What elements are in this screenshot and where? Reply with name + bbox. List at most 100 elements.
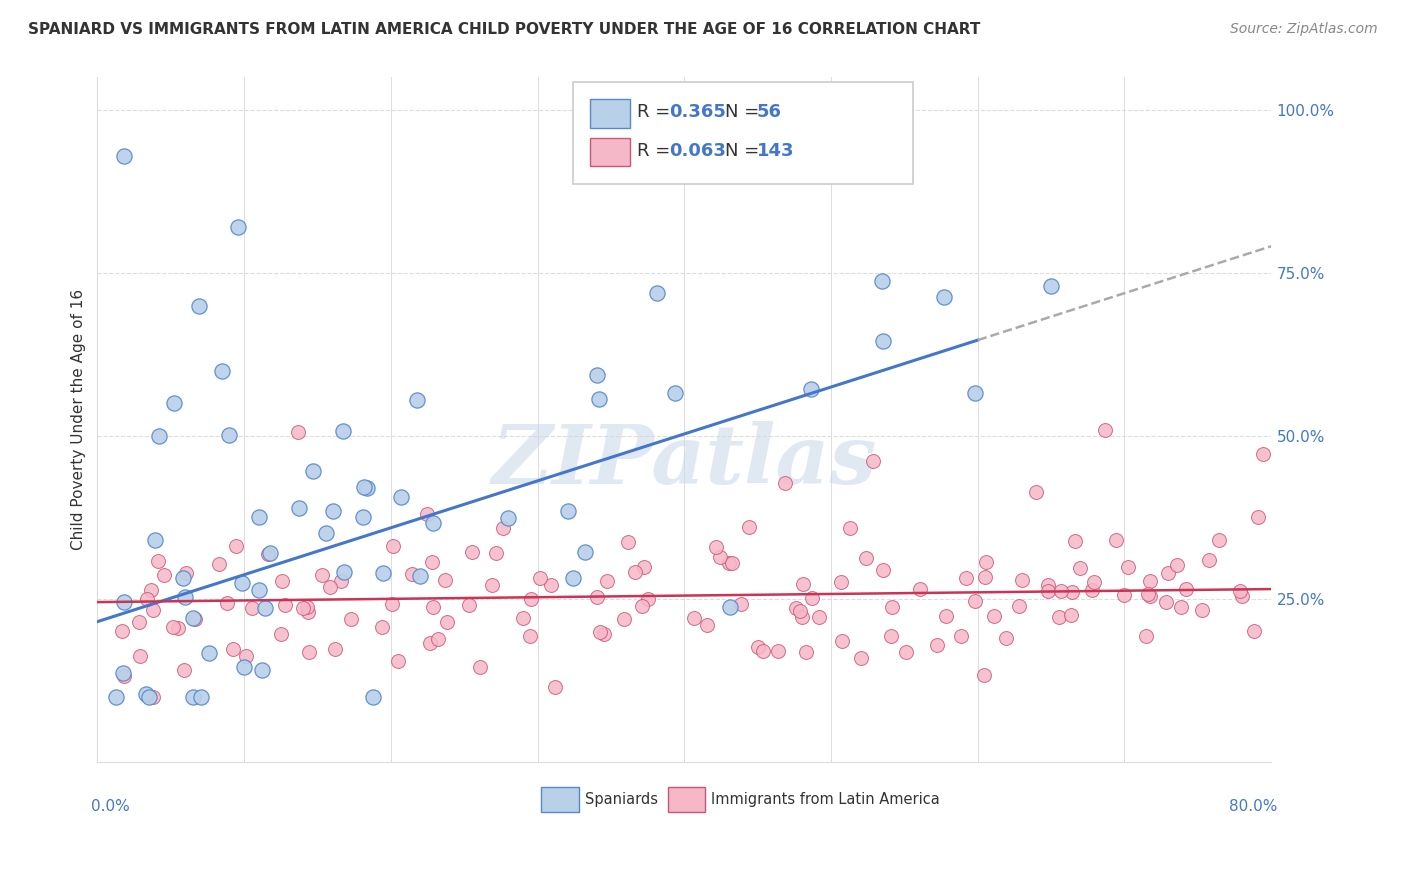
Point [1139, 574, 1161, 589]
Point [461, 545, 484, 559]
Point [1247, 510, 1270, 524]
Point [105, 690, 128, 704]
Point [880, 600, 903, 615]
Point [1060, 608, 1083, 623]
Text: N =: N = [725, 142, 765, 160]
Point [492, 521, 515, 535]
Point [353, 480, 375, 494]
Point [142, 603, 165, 617]
Point [288, 501, 311, 516]
Point [468, 660, 491, 674]
Y-axis label: Child Poverty Under the Age of 16: Child Poverty Under the Age of 16 [72, 289, 86, 550]
Point [593, 626, 616, 640]
Point [422, 600, 444, 615]
Point [955, 571, 977, 585]
Point [1112, 588, 1135, 602]
Point [995, 631, 1018, 645]
Point [519, 629, 541, 643]
Point [616, 534, 638, 549]
Point [1038, 583, 1060, 598]
Point [174, 590, 197, 604]
Point [704, 540, 727, 554]
Text: Immigrants from Latin America: Immigrants from Latin America [711, 792, 941, 807]
Point [111, 666, 134, 681]
Point [222, 642, 245, 657]
Point [481, 578, 503, 592]
Point [974, 555, 997, 569]
Point [1069, 561, 1091, 575]
Point [1135, 629, 1157, 643]
Point [271, 574, 294, 588]
FancyBboxPatch shape [572, 82, 912, 184]
Point [352, 510, 374, 524]
Point [333, 565, 356, 579]
Point [436, 615, 458, 629]
Point [807, 610, 830, 624]
Point [218, 428, 240, 442]
Point [183, 612, 205, 626]
Point [574, 545, 596, 559]
Point [419, 636, 441, 650]
Point [529, 571, 551, 585]
Point [1198, 553, 1220, 567]
Point [1063, 534, 1085, 549]
Point [226, 220, 249, 235]
Point [136, 592, 159, 607]
Point [257, 548, 280, 562]
Text: Spaniards: Spaniards [585, 792, 658, 807]
Point [855, 551, 877, 566]
Point [427, 632, 450, 646]
Point [1038, 577, 1060, 591]
Point [586, 368, 609, 382]
Point [557, 504, 579, 518]
Text: N =: N = [725, 103, 765, 120]
Point [1154, 595, 1177, 609]
Point [322, 503, 344, 517]
Point [585, 591, 607, 605]
Point [1157, 566, 1180, 580]
Point [631, 599, 654, 614]
Point [872, 563, 894, 577]
Point [225, 539, 247, 553]
Point [135, 687, 157, 701]
Point [112, 595, 135, 609]
Text: 0.063: 0.063 [669, 142, 725, 160]
Point [434, 573, 457, 587]
Point [332, 424, 354, 438]
Point [974, 570, 997, 584]
Point [721, 556, 744, 570]
Point [927, 638, 949, 652]
Point [1175, 582, 1198, 597]
Point [387, 654, 409, 668]
Point [512, 610, 534, 624]
Point [613, 612, 636, 626]
Point [295, 600, 318, 615]
FancyBboxPatch shape [591, 99, 630, 128]
Point [849, 650, 872, 665]
Point [831, 633, 853, 648]
Text: 0.365: 0.365 [669, 103, 725, 120]
Point [496, 510, 519, 524]
Point [240, 600, 263, 615]
Point [872, 334, 894, 348]
Point [561, 571, 583, 585]
Point [112, 669, 135, 683]
Point [747, 640, 769, 655]
Point [190, 690, 212, 704]
Point [173, 663, 195, 677]
Point [789, 604, 811, 618]
Point [146, 554, 169, 568]
Point [520, 592, 543, 607]
Point [696, 618, 718, 632]
Point [174, 566, 197, 580]
Point [138, 690, 160, 704]
Point [162, 396, 184, 410]
Point [1094, 423, 1116, 437]
Point [785, 601, 807, 615]
Point [143, 533, 166, 547]
Point [1170, 599, 1192, 614]
Point [420, 555, 443, 569]
Point [1137, 587, 1160, 601]
Point [247, 582, 270, 597]
Text: R =: R = [637, 103, 676, 120]
